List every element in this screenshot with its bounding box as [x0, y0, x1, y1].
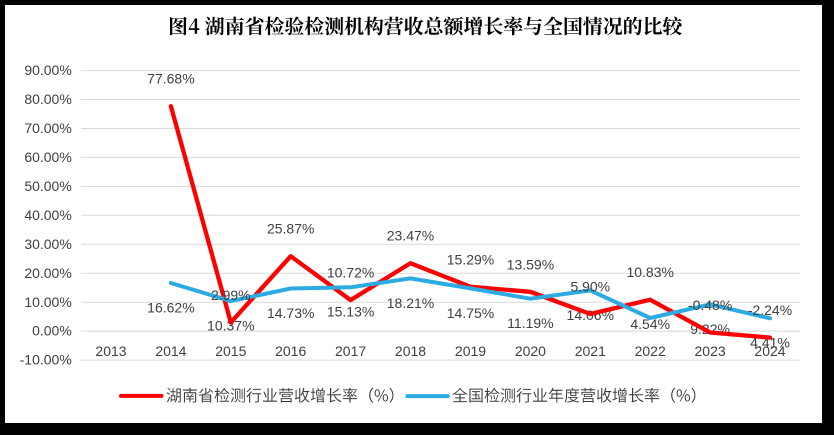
svg-text:2015: 2015	[215, 343, 246, 359]
svg-text:11.19%: 11.19%	[507, 315, 553, 331]
svg-text:70.00%: 70.00%	[24, 120, 71, 136]
svg-text:10.83%: 10.83%	[626, 264, 673, 280]
svg-text:2023: 2023	[695, 343, 726, 359]
svg-text:15.29%: 15.29%	[447, 251, 494, 267]
svg-text:10.00%: 10.00%	[24, 294, 71, 310]
svg-text:20.00%: 20.00%	[24, 265, 71, 281]
svg-text:0.00%: 0.00%	[32, 323, 72, 339]
svg-text:2013: 2013	[95, 343, 126, 359]
svg-text:40.00%: 40.00%	[24, 207, 71, 223]
svg-text:90.00%: 90.00%	[24, 62, 71, 78]
svg-text:60.00%: 60.00%	[24, 149, 71, 165]
svg-text:-0.48%: -0.48%	[688, 297, 732, 313]
svg-text:2014: 2014	[155, 343, 186, 359]
svg-text:2016: 2016	[275, 343, 306, 359]
svg-text:2022: 2022	[635, 343, 666, 359]
svg-text:80.00%: 80.00%	[24, 91, 71, 107]
svg-text:2021: 2021	[575, 343, 606, 359]
svg-text:2017: 2017	[335, 343, 366, 359]
svg-text:18.21%: 18.21%	[387, 295, 434, 311]
svg-text:4.54%: 4.54%	[630, 316, 670, 332]
svg-text:10.72%: 10.72%	[327, 265, 374, 281]
svg-text:14.73%: 14.73%	[267, 305, 314, 321]
svg-text:77.68%: 77.68%	[147, 71, 194, 87]
svg-text:2019: 2019	[455, 343, 486, 359]
svg-text:23.47%: 23.47%	[387, 228, 434, 244]
svg-text:2.99%: 2.99%	[211, 287, 251, 303]
svg-text:10.37%: 10.37%	[207, 318, 254, 334]
svg-text:-2.24%: -2.24%	[748, 302, 792, 318]
svg-text:25.87%: 25.87%	[267, 221, 314, 237]
svg-text:13.59%: 13.59%	[507, 256, 554, 272]
svg-text:30.00%: 30.00%	[24, 236, 71, 252]
svg-text:5.90%: 5.90%	[570, 279, 610, 295]
svg-text:15.13%: 15.13%	[327, 304, 374, 320]
svg-text:16.62%: 16.62%	[147, 299, 194, 315]
svg-text:2024: 2024	[754, 343, 785, 359]
svg-text:50.00%: 50.00%	[24, 178, 71, 194]
svg-text:2018: 2018	[395, 343, 426, 359]
svg-text:-10.00%: -10.00%	[20, 352, 72, 368]
svg-text:2020: 2020	[515, 343, 546, 359]
svg-text:14.75%: 14.75%	[447, 305, 494, 321]
